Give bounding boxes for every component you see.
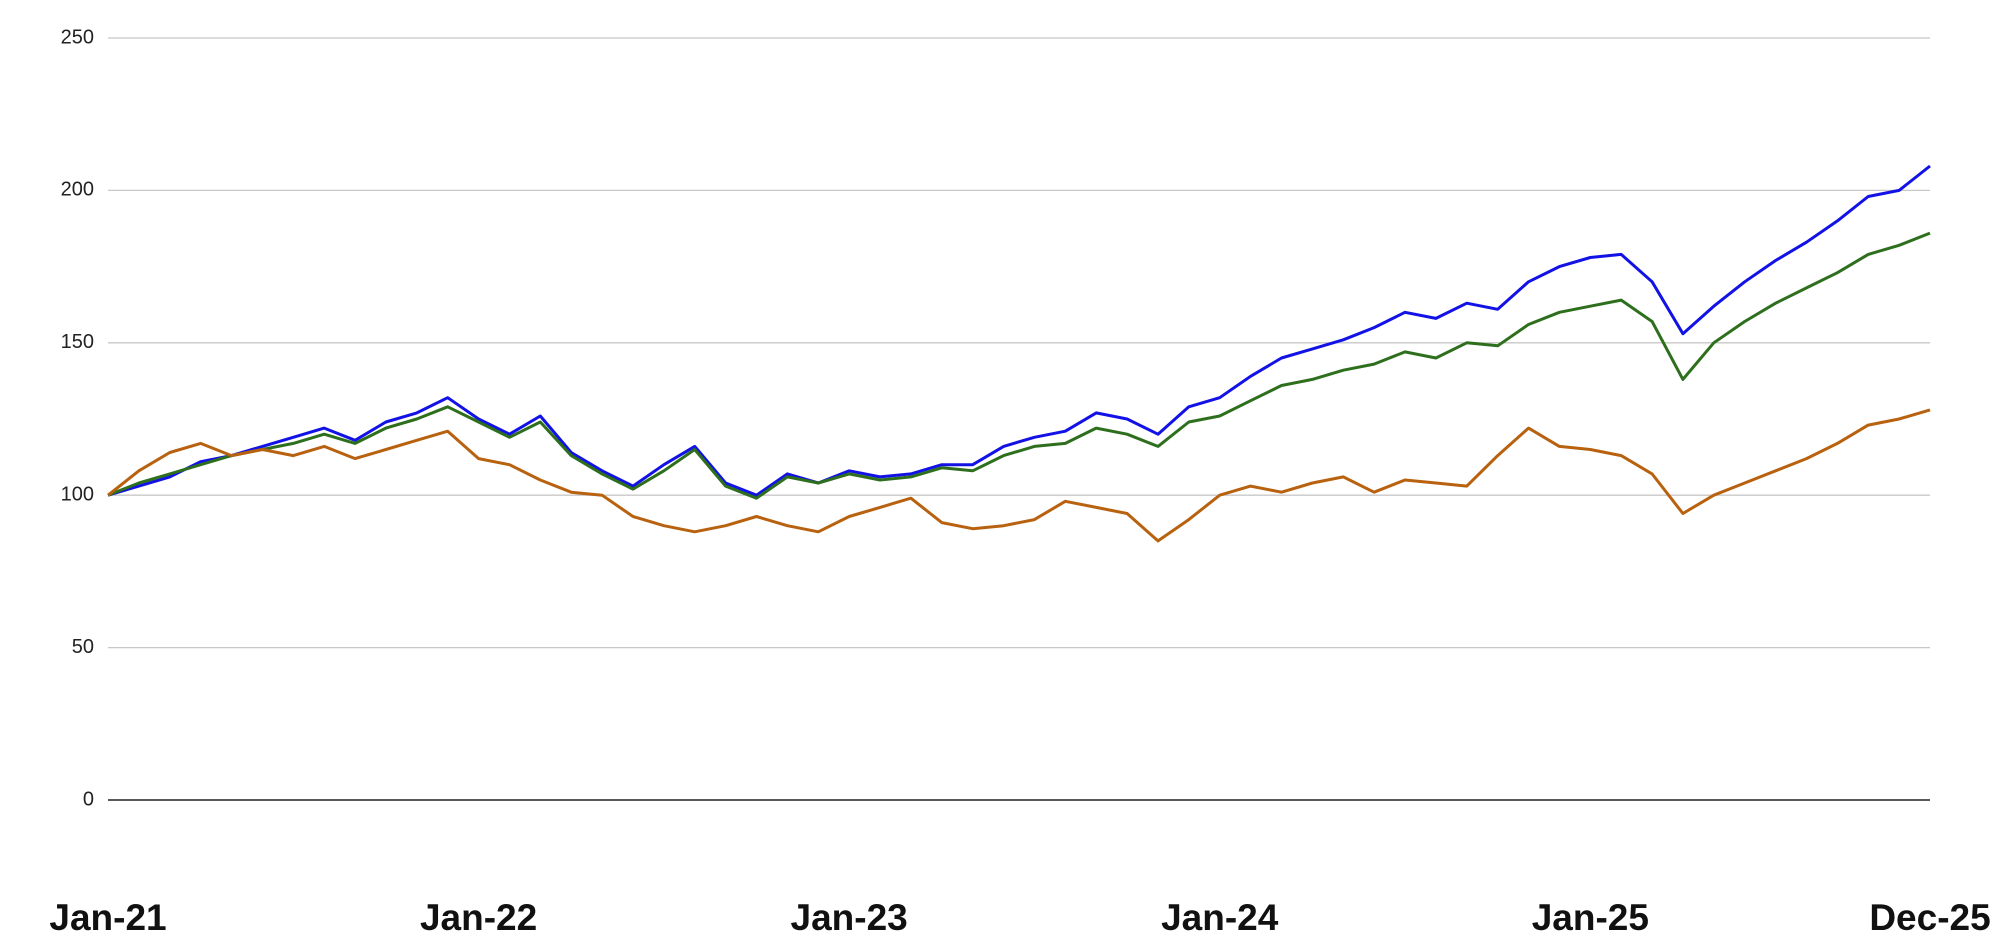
x-tick-label: Jan-24 xyxy=(1161,897,1279,936)
y-tick-label: 250 xyxy=(61,26,94,48)
y-tick-label: 150 xyxy=(61,331,94,353)
y-tick-label: 50 xyxy=(72,636,94,658)
x-tick-label: Jan-25 xyxy=(1532,897,1649,936)
x-tick-label: Jan-23 xyxy=(791,897,908,936)
y-tick-label: 100 xyxy=(61,483,94,505)
series-line xyxy=(107,408,1931,543)
x-tick-label: Dec-25 xyxy=(1869,897,1990,936)
series-line xyxy=(107,164,1931,497)
x-tick-label: Jan-22 xyxy=(420,897,537,936)
series-line xyxy=(107,231,1931,500)
x-tick-label: Jan-21 xyxy=(49,897,166,936)
y-tick-label: 200 xyxy=(61,179,94,201)
y-tick-label: 0 xyxy=(83,788,94,810)
